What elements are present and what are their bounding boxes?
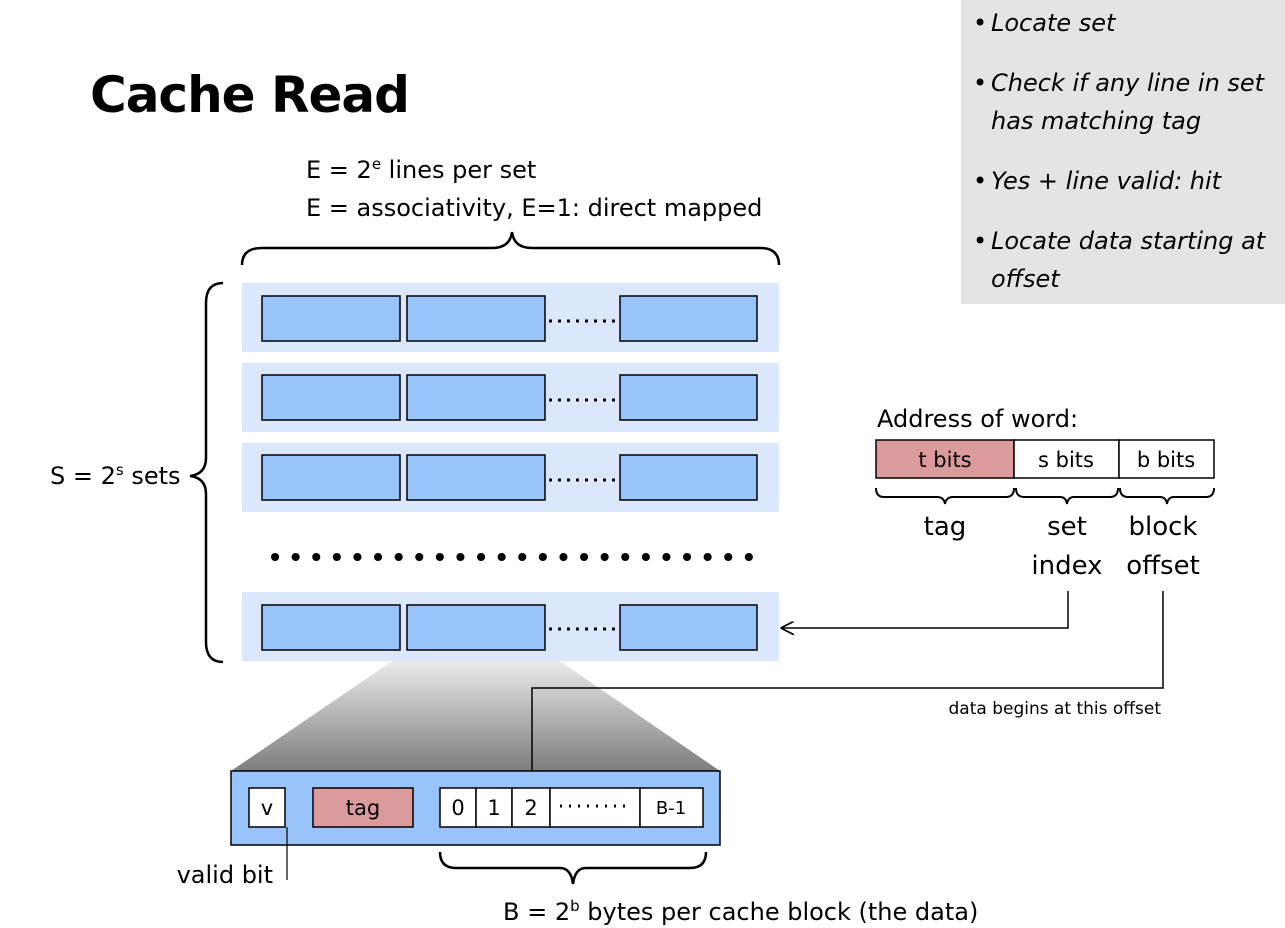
sets-brace (189, 281, 224, 664)
block-brace (438, 851, 708, 885)
page-title: Cache Read (90, 66, 410, 124)
offset-bits-field (1118, 439, 1215, 479)
block-size-label: B = 2b bytes per cache block (the data) (503, 897, 978, 926)
lines-brace (240, 231, 781, 266)
cache-set (242, 283, 779, 352)
offset-arrow (532, 591, 1164, 785)
cache-line (406, 374, 546, 421)
cache-line (619, 374, 758, 421)
byte-cell (511, 787, 551, 828)
tag-bits-label: t bits (918, 448, 971, 472)
cache-line (261, 374, 401, 421)
address-title: Address of word: (877, 405, 1078, 433)
valid-bit-box (248, 787, 286, 828)
steps-panel: Locate set Check if any line in set has … (961, 0, 1285, 304)
step-item: Check if any line in set has matching ta… (965, 64, 1285, 140)
offset-brace (1119, 487, 1215, 505)
cache-set (242, 443, 779, 512)
byte-label: 2 (524, 796, 537, 820)
set-index-label-line2: index (1031, 551, 1102, 581)
byte-cell (639, 787, 704, 828)
block-offset-label-line2: offset (1126, 551, 1200, 581)
tag-bits-field (875, 439, 1015, 479)
offset-bits-label: b bits (1137, 448, 1195, 472)
line-tag-box (312, 787, 414, 828)
lines-per-set-label: E = 2e lines per set (306, 155, 536, 184)
line-tag-text: tag (346, 796, 380, 820)
step-item: Locate data starting at offset (965, 222, 1285, 298)
cache-set-selected (242, 592, 779, 661)
zoom-trapezoid (231, 651, 720, 771)
cache-line (261, 295, 401, 342)
tag-brace (875, 487, 1015, 505)
cache-line (619, 454, 758, 501)
byte-cell (475, 787, 513, 828)
data-block: 0 1 2 B-1 (439, 787, 704, 828)
cache-line (261, 604, 401, 651)
byte-cell-ellipsis (549, 787, 641, 828)
valid-bit-label: valid bit (177, 861, 273, 889)
valid-bit-text: v (261, 796, 273, 820)
tag-field-name: tag (924, 512, 967, 542)
step-item: Yes + line valid: hit (965, 162, 1285, 200)
cache-line (619, 604, 758, 651)
set-bits-field (1013, 439, 1120, 479)
associativity-label: E = associativity, E=1: direct mapped (306, 194, 762, 222)
cache-line (406, 604, 546, 651)
byte-label: B-1 (656, 798, 686, 819)
sets-label: S = 2s sets (50, 461, 181, 490)
cache-line (619, 295, 758, 342)
cache-line (406, 295, 546, 342)
block-offset-label-line1: block (1129, 512, 1198, 542)
cache-line (261, 454, 401, 501)
byte-label: 0 (451, 796, 464, 820)
cache-set (242, 363, 779, 432)
offset-note: data begins at this offset (949, 699, 1162, 719)
cache-line (406, 454, 546, 501)
set-bits-label: s bits (1038, 448, 1094, 472)
set-index-label-line1: set (1047, 512, 1087, 542)
step-item: Locate set (965, 4, 1285, 42)
set-brace (1015, 487, 1119, 505)
set-index-arrow (782, 591, 1069, 628)
byte-label: 1 (487, 796, 500, 820)
